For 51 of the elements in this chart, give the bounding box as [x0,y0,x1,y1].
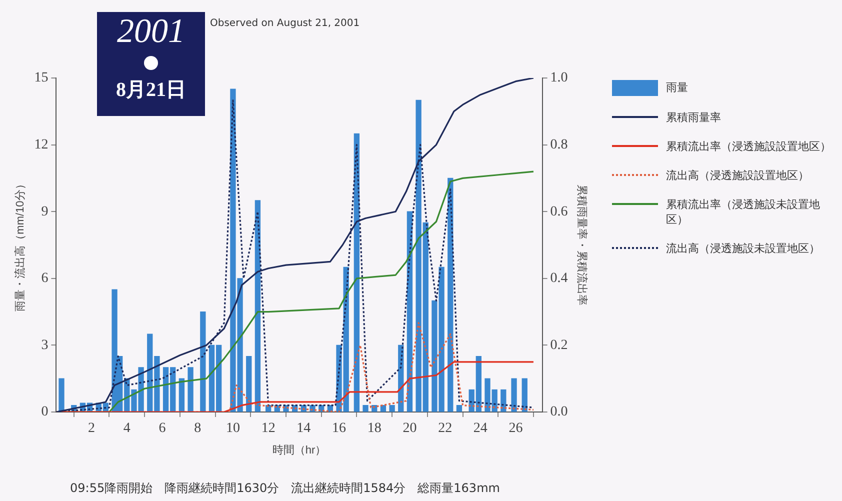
y-tick-label: 15 [34,70,48,86]
x-tick-label: 22 [438,421,452,436]
x-tick-label: 24 [473,421,488,436]
y-tick-label: 3 [41,338,48,353]
x-tick-label: 20 [402,421,417,436]
x-tick-label: 10 [226,421,240,436]
bar [254,200,261,412]
x-tick-label: 18 [367,421,382,436]
text: Observed on August 21, 2001 [210,18,360,29]
legend-label: 累積流出率（浸透施設設置地区） [666,139,832,154]
text: 09:55降雨開始 降雨継続時間1630分 流出継続時間1584分 総雨量163mm [70,480,500,497]
y2-tick-label: 0.6 [550,204,568,220]
chart-subtitle: 8月21日 [115,78,187,103]
y-tick-label: 9 [41,204,48,220]
bar [511,378,517,412]
bar [200,311,206,412]
x-axis-title: 時間（hr） [272,443,326,456]
bar [522,378,528,412]
bar [389,404,395,412]
bar [372,404,378,412]
x-tick-label: 4 [123,421,130,436]
x-tick-label: 2 [88,421,96,436]
x-tick-label: 16 [332,421,346,436]
y-axis-title: 雨量・流出高（mm/10分） [14,178,27,312]
x-tick-label: 12 [261,421,276,436]
legend-label: 流出高（浸透施設設置地区） [666,168,810,183]
y2-tick-label: 1.0 [550,70,568,86]
y2-tick-label: 0.2 [550,338,568,353]
bar [380,404,386,412]
bar [456,404,462,412]
bar [246,356,252,412]
y2-tick-label: 0.4 [550,271,568,286]
x-tick-label: 14 [296,421,311,436]
x-tick-label: 6 [158,421,166,436]
x-tick-label: 26 [508,421,523,436]
y2-axis-title: 累積雨量率・累積流出率 [575,184,588,306]
bar [58,378,64,412]
bar [500,389,506,412]
x-tick-label: 8 [194,421,202,436]
y2-tick-label: 0.8 [550,137,568,152]
y-tick-label: 12 [34,137,48,152]
chart-title: 2001 [116,12,186,52]
legend-label: 雨量 [666,80,689,95]
legend-label: 累積雨量率 [666,110,722,125]
y2-tick-label: 0.0 [550,404,568,420]
legend-label: 流出高（浸透施設未設置地区） [666,241,821,256]
bar [362,404,368,412]
legend-label: 累積流出率（浸透施設未設置地区） [666,197,821,227]
bar [188,367,194,412]
y-tick-label: 0 [41,404,48,420]
y-tick-label: 6 [41,271,48,286]
